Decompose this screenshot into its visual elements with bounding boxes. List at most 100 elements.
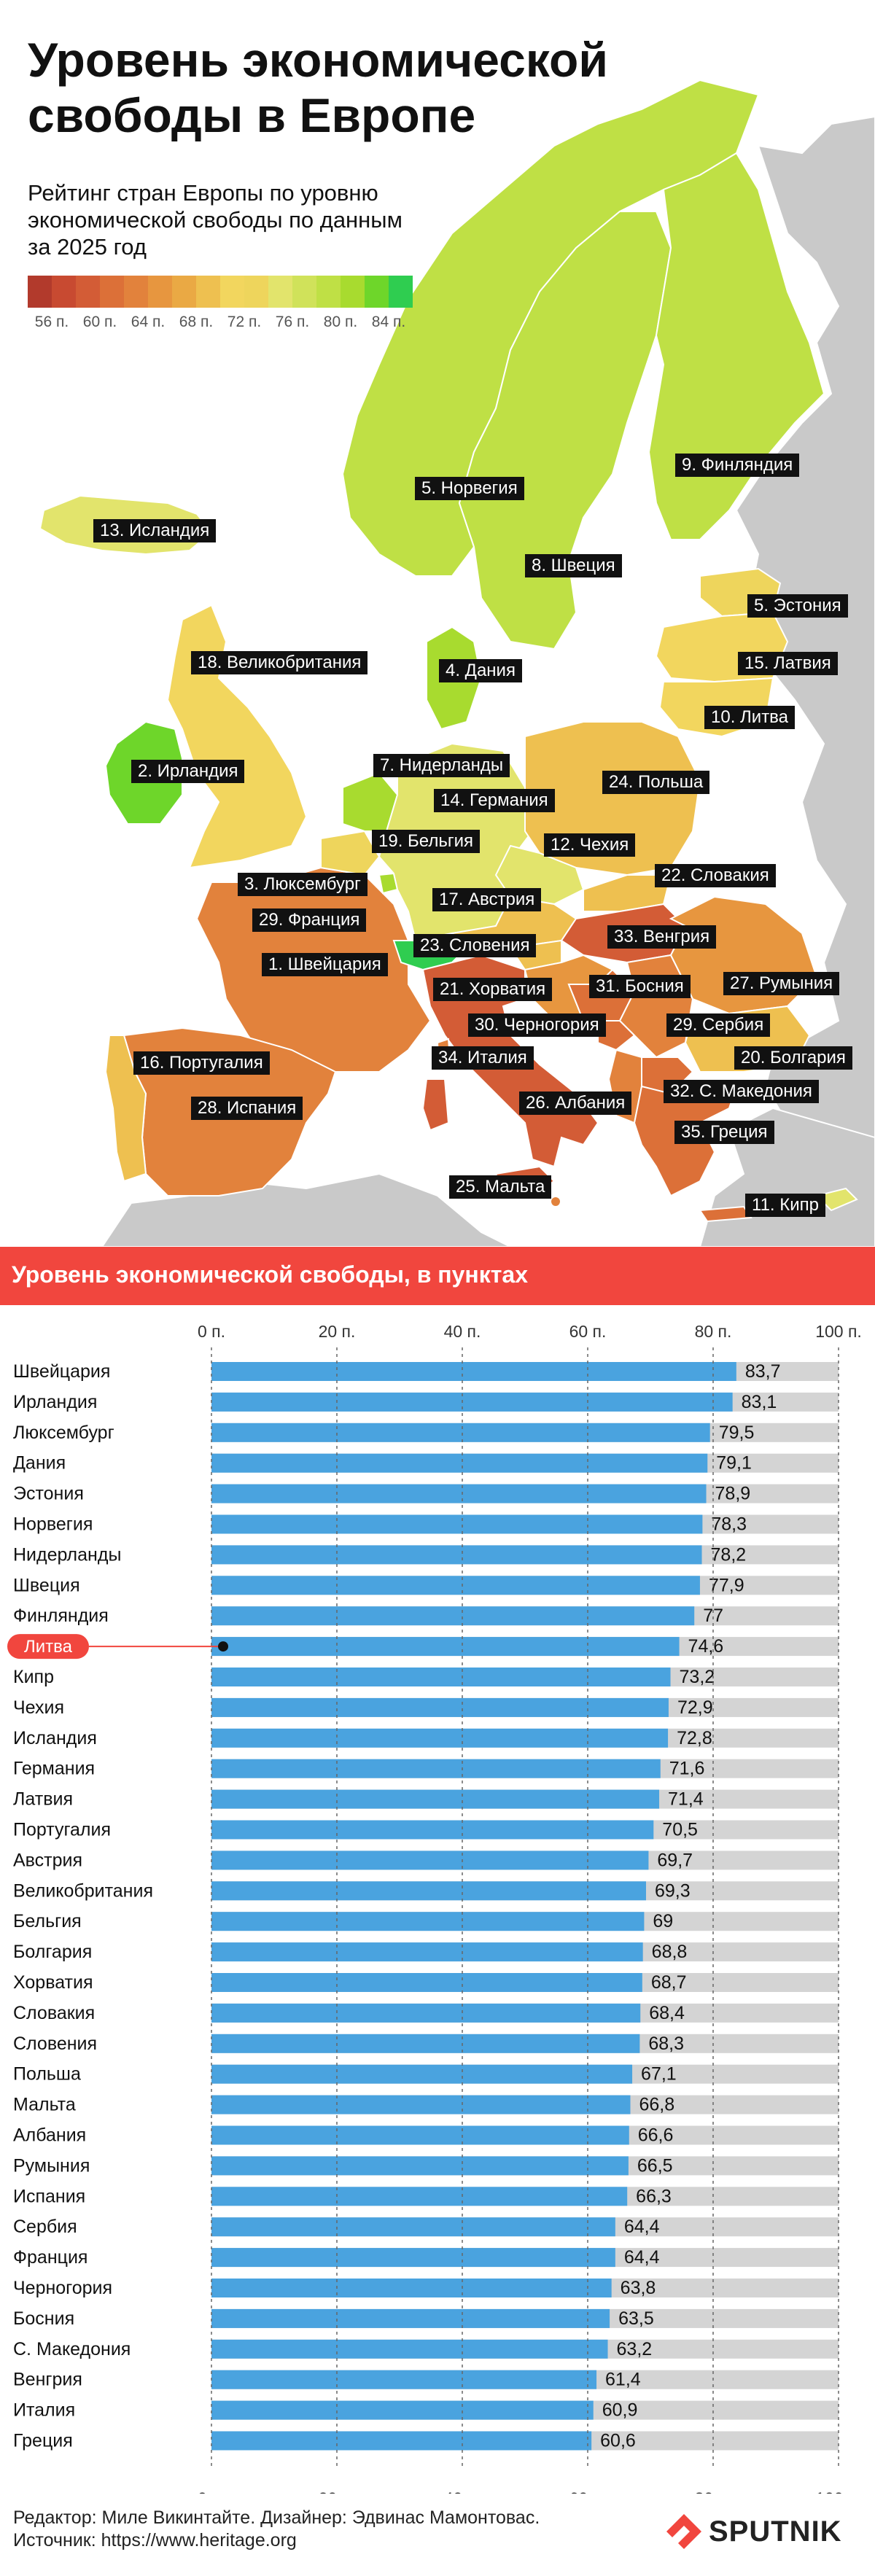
bar — [211, 1637, 680, 1657]
value-label: 64,4 — [624, 2247, 660, 2268]
map-label-czechia: 12. Чехия — [544, 833, 636, 857]
bar — [211, 2125, 629, 2145]
value-label: 83,1 — [742, 1392, 777, 1412]
x-tick-label-top: 100 п. — [815, 1322, 862, 1341]
highlight-pill — [7, 1634, 89, 1659]
category-label: Великобритания — [13, 1880, 153, 1901]
x-tick-label-bottom: 20 п. — [319, 2489, 356, 2494]
map-label-cyprus: 11. Кипр — [745, 1194, 825, 1217]
page-subtitle: Рейтинг стран Европы по уровню экономиче… — [28, 180, 402, 260]
scale-tick-label: 80 п. — [323, 314, 358, 330]
bar — [211, 2308, 610, 2328]
bar — [211, 2431, 592, 2451]
value-label: 66,5 — [637, 2155, 673, 2176]
value-label: 68,7 — [651, 1972, 687, 1993]
value-label: 73,2 — [680, 1667, 715, 1687]
cyprus-shape — [815, 1187, 858, 1212]
value-label: 60,6 — [600, 2431, 636, 2451]
brand-name: SPUTNIK — [709, 2515, 842, 2548]
belgium-shape — [320, 830, 381, 876]
map-label-denmark: 4. Дания — [439, 659, 522, 682]
x-tick-label-bottom: 40 п. — [444, 2489, 481, 2494]
category-label: Кипр — [13, 1667, 54, 1687]
x-tick-label-bottom: 60 п. — [569, 2489, 607, 2494]
map-label-malta: 25. Мальта — [449, 1175, 552, 1199]
bar — [211, 1362, 736, 1381]
map-label-france: 29. Франция — [252, 908, 367, 932]
scale-swatch — [365, 276, 389, 308]
scale-swatch — [172, 276, 196, 308]
scale-swatch — [316, 276, 341, 308]
bar — [211, 1973, 642, 1992]
value-label: 77,9 — [709, 1575, 744, 1595]
x-tick-label-top: 40 п. — [444, 1322, 481, 1341]
category-label: Люксембург — [13, 1423, 114, 1443]
chart-title: Уровень экономической свободы, в пунктах — [12, 1261, 528, 1288]
bar — [211, 1668, 671, 1686]
map-label-sweden: 8. Швеция — [525, 554, 622, 577]
value-label: 71,6 — [669, 1759, 705, 1779]
bar — [211, 2279, 612, 2297]
value-label: 63,8 — [621, 2278, 656, 2298]
bar — [211, 1392, 733, 1412]
x-tick-label-bottom: 0 п. — [198, 2489, 225, 2494]
sardinia-shape — [421, 1078, 450, 1132]
bar — [211, 1697, 669, 1717]
value-label: 66,8 — [639, 2095, 674, 2115]
map-label-ireland: 2. Ирландия — [131, 760, 245, 783]
category-label: Албания — [13, 2125, 86, 2146]
chart-title-banner: Уровень экономической свободы, в пунктах — [0, 1247, 875, 1305]
category-label: Босния — [13, 2308, 74, 2329]
x-tick-label-top: 20 п. — [319, 1322, 356, 1341]
bar — [211, 1942, 643, 1962]
map-label-poland: 24. Польша — [602, 771, 710, 794]
category-label: Нидерланды — [13, 1544, 121, 1565]
bar — [211, 2217, 615, 2237]
value-label: 67,1 — [641, 2064, 677, 2085]
category-label: Германия — [13, 1759, 95, 1779]
scale-tick-label: 84 п. — [371, 314, 406, 330]
category-label: Ирландия — [13, 1392, 97, 1412]
map-label-serbia: 29. Сербия — [666, 1013, 771, 1037]
value-label: 63,2 — [617, 2339, 653, 2359]
map-label-bosnia: 31. Босния — [589, 975, 691, 998]
category-label: Словакия — [13, 2003, 95, 2023]
value-label: 74,6 — [688, 1636, 724, 1657]
montenegro-shape — [597, 1020, 636, 1051]
category-label: Болгария — [13, 1942, 92, 1962]
category-label: Эстония — [13, 1484, 84, 1504]
map-label-slovenia: 23. Словения — [413, 934, 537, 957]
bar — [211, 2003, 641, 2023]
footer-credits: Редактор: Миле Викинтайте. Дизайнер: Эдв… — [13, 2507, 540, 2552]
scale-tick-label: 56 п. — [34, 314, 69, 330]
map-label-hungary: 33. Венгрия — [607, 925, 717, 949]
scale-swatch — [268, 276, 292, 308]
scale-swatch — [52, 276, 76, 308]
scale-swatch — [148, 276, 172, 308]
bar — [211, 1576, 700, 1595]
scale-swatch — [220, 276, 244, 308]
category-label: Испания — [13, 2186, 85, 2206]
footer-source: Источник: https://www.heritage.org — [13, 2530, 297, 2550]
highlight-dot — [218, 1641, 228, 1652]
category-label: Швеция — [13, 1575, 80, 1595]
value-label: 71,4 — [668, 1789, 704, 1810]
value-label: 66,3 — [636, 2186, 672, 2206]
malta-shape — [551, 1197, 560, 1206]
scale-swatch — [292, 276, 316, 308]
category-label: Румыния — [13, 2155, 90, 2176]
x-tick-label-bottom: 80 п. — [695, 2489, 732, 2494]
category-label: Норвегия — [13, 1514, 93, 1535]
map-label-romania: 27. Румыния — [723, 972, 840, 995]
value-label: 69 — [653, 1911, 673, 1931]
scale-tick-label: 64 п. — [131, 314, 166, 330]
map-label-luxembourg: 3. Люксембург — [238, 873, 368, 896]
map-label-finland: 9. Финляндия — [675, 454, 800, 477]
category-label: Мальта — [13, 2095, 76, 2115]
bar — [211, 1484, 707, 1503]
category-label: Франция — [13, 2247, 88, 2268]
uk-shape — [166, 604, 308, 869]
value-label: 70,5 — [662, 1820, 698, 1840]
bar — [211, 1545, 702, 1565]
category-label: Сербия — [13, 2217, 77, 2237]
